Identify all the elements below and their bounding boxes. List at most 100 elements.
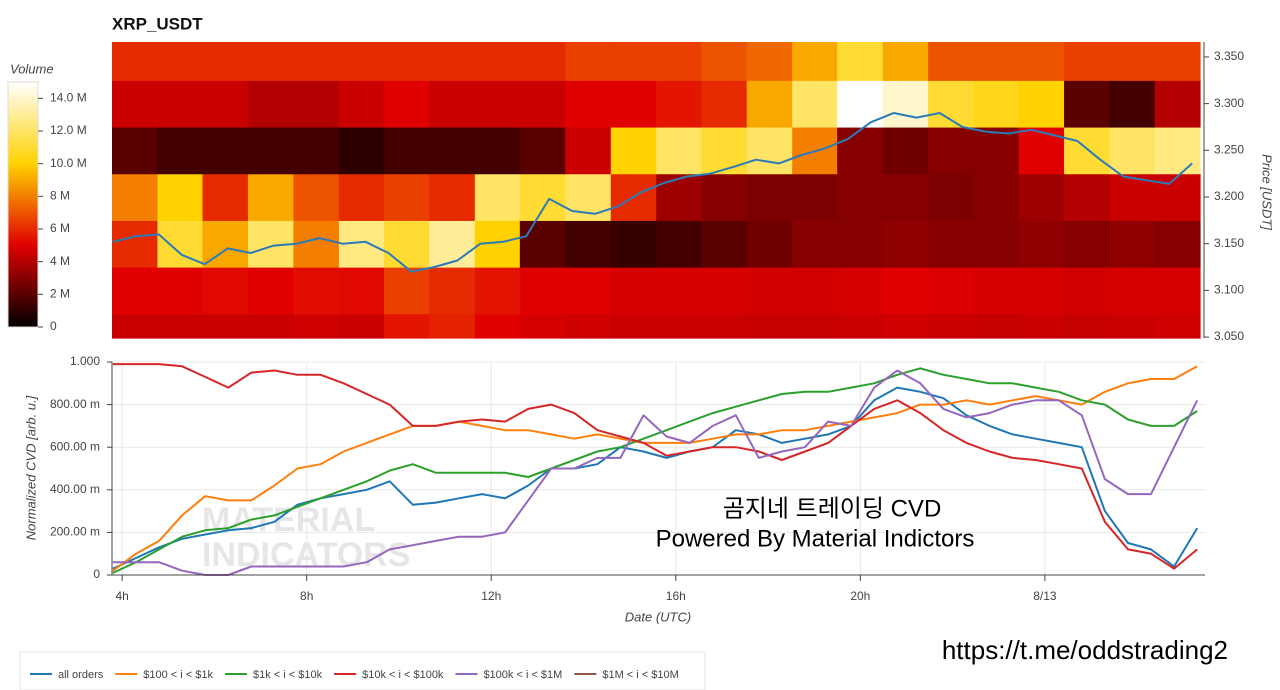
heatmap-cell bbox=[610, 126, 657, 175]
heatmap-cell bbox=[792, 173, 838, 221]
series-line bbox=[112, 367, 1198, 574]
heatmap-cell bbox=[202, 313, 249, 339]
heatmap-cell bbox=[1018, 126, 1065, 175]
heatmap-cell bbox=[1064, 267, 1111, 315]
heatmap-cell bbox=[792, 313, 838, 339]
heatmap-cell bbox=[202, 42, 249, 81]
heatmap-cell bbox=[973, 42, 1020, 81]
heatmap-cell bbox=[1154, 173, 1201, 221]
heatmap-cell bbox=[928, 173, 975, 221]
heatmap-cell bbox=[746, 42, 793, 81]
series-line bbox=[112, 369, 1199, 576]
heatmap-cell bbox=[565, 80, 612, 128]
heatmap-cell bbox=[338, 42, 385, 81]
heatmap-cell bbox=[928, 267, 975, 315]
heatmap-cell bbox=[519, 313, 566, 339]
heatmap-cell bbox=[656, 80, 702, 128]
heatmap-cell bbox=[928, 220, 975, 268]
colorbar-title: Volume bbox=[10, 61, 54, 76]
heatmap-cell bbox=[1064, 173, 1111, 221]
heatmap-cell bbox=[701, 220, 748, 268]
heatmap-cell bbox=[882, 173, 929, 221]
heatmap-cell bbox=[746, 80, 793, 128]
y-tick-label: 600.00 m bbox=[50, 439, 100, 453]
heatmap-cell bbox=[1064, 126, 1111, 175]
y-tick-label: 3.200 bbox=[1214, 189, 1244, 203]
heatmap-cell bbox=[973, 267, 1020, 315]
heatmap-cell bbox=[474, 80, 521, 128]
heatmap-cell bbox=[247, 313, 295, 339]
legend-label: $100k < i < $1M bbox=[483, 669, 562, 681]
heatmap-cell bbox=[202, 173, 249, 221]
heatmap-cell bbox=[1064, 220, 1111, 268]
heatmap-cell bbox=[112, 80, 159, 128]
heatmap-cell bbox=[701, 80, 748, 128]
heatmap-cell bbox=[293, 220, 340, 268]
heatmap-cell bbox=[429, 126, 476, 175]
heatmap-cell bbox=[474, 313, 521, 339]
heatmap-cell bbox=[247, 42, 295, 81]
heatmap-cell bbox=[157, 267, 204, 315]
heatmap-cell bbox=[519, 173, 566, 221]
heatmap-cell bbox=[1154, 42, 1201, 81]
heatmap-cell bbox=[973, 80, 1020, 128]
heatmap-cell bbox=[383, 173, 430, 221]
heatmap-cell bbox=[837, 42, 884, 81]
watermark: INDICATORS bbox=[202, 536, 410, 574]
heatmap-cell bbox=[1018, 220, 1065, 268]
heatmap-cell bbox=[429, 313, 476, 339]
heatmap-cell bbox=[1109, 313, 1156, 339]
heatmap-cell bbox=[746, 267, 793, 315]
x-tick-label: 8h bbox=[300, 589, 313, 603]
heatmap-cell bbox=[474, 42, 521, 81]
heatmap-cell bbox=[1109, 80, 1156, 128]
heatmap-cell bbox=[610, 80, 657, 128]
heatmap-cell bbox=[928, 126, 975, 175]
heatmap-cell bbox=[383, 126, 430, 175]
heatmap-cell bbox=[474, 267, 521, 315]
heatmap-cell bbox=[429, 42, 476, 81]
annotation: Powered By Material Indictors bbox=[656, 525, 975, 552]
heatmap-cell bbox=[610, 313, 657, 339]
heatmap-cell bbox=[383, 267, 430, 315]
heatmap-cell bbox=[383, 220, 430, 268]
heatmap-cell bbox=[519, 42, 566, 81]
heatmap-cell bbox=[1018, 42, 1065, 81]
colorbar-tick-label: 0 bbox=[50, 319, 57, 333]
heatmap-cell bbox=[157, 80, 204, 128]
heatmap-cell bbox=[882, 267, 929, 315]
heatmap-cell bbox=[247, 126, 295, 175]
heatmap-cell bbox=[157, 313, 204, 339]
heatmap-cell bbox=[882, 80, 929, 128]
heatmap-cell bbox=[293, 42, 340, 81]
heatmap-cell bbox=[701, 267, 748, 315]
heatmap-cell bbox=[1154, 267, 1201, 315]
heatmap-cell bbox=[338, 313, 385, 339]
y-tick-label: 200.00 m bbox=[50, 525, 100, 539]
heatmap-cell bbox=[656, 173, 702, 221]
y-axis-label: Price [USDT] bbox=[1260, 154, 1275, 230]
heatmap-cell bbox=[746, 126, 793, 175]
heatmap-cell bbox=[565, 42, 612, 81]
heatmap-cell bbox=[701, 126, 748, 175]
heatmap-cell bbox=[112, 173, 159, 221]
heatmap-cell bbox=[656, 267, 702, 315]
y-tick-label: 400.00 m bbox=[50, 482, 100, 496]
colorbar-tick-label: 8 M bbox=[50, 189, 70, 203]
heatmap-cell bbox=[1109, 42, 1156, 81]
heatmap-cell bbox=[1064, 313, 1111, 339]
heatmap-cell bbox=[928, 313, 975, 339]
heatmap-cell bbox=[701, 313, 748, 339]
heatmap-cell bbox=[565, 126, 612, 175]
heatmap-cell bbox=[247, 80, 295, 128]
heatmap-cell bbox=[1064, 80, 1111, 128]
heatmap-cell bbox=[792, 267, 838, 315]
y-tick-label: 3.250 bbox=[1214, 142, 1244, 156]
heatmap-cell bbox=[112, 313, 159, 339]
heatmap-cell bbox=[565, 267, 612, 315]
heatmap-cell bbox=[202, 126, 249, 175]
heatmap-cell bbox=[112, 267, 159, 315]
heatmap-cell bbox=[1018, 173, 1065, 221]
legend-label: $1M < i < $10M bbox=[602, 669, 678, 681]
